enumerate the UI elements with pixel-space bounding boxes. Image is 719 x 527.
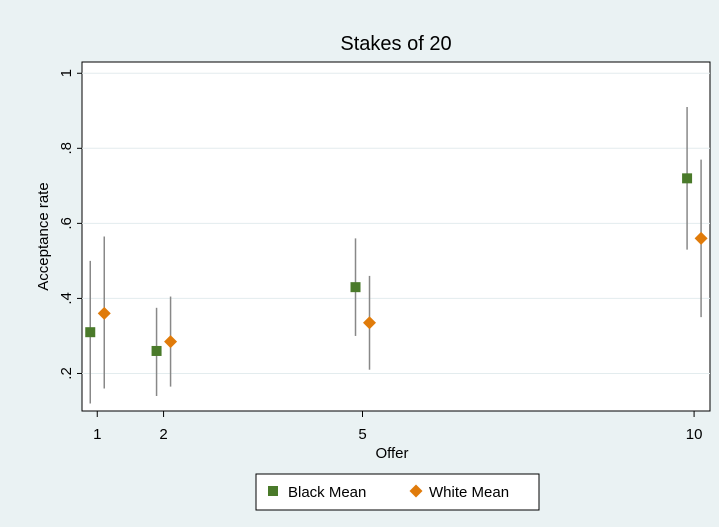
x-tick-label: 1 [93,426,101,443]
y-tick-label: .6 [58,217,75,230]
point-black-mean [350,282,361,293]
point-white-mean [164,335,178,349]
point-black-mean [682,173,693,184]
data-marks [85,107,708,404]
plot-area [81,61,711,412]
x-axis-label: Offer [375,445,408,462]
x-tick-label: 2 [159,426,167,443]
y-tick-label: 1 [58,69,75,77]
legend-marker-white-mean [409,484,423,498]
legend-marker-black-mean [268,486,278,496]
legend-box [255,473,540,511]
legend-label-white-mean: White Mean [429,484,509,501]
y-axis: .2 .4 .6 .8 1 [58,69,82,380]
x-tick-label: 10 [686,426,703,443]
point-black-mean [151,345,162,356]
point-white-mean [363,316,377,330]
point-white-mean [97,306,111,320]
y-tick-label: .2 [58,367,75,380]
y-axis-label: Acceptance rate [35,182,52,290]
point-black-mean [85,327,96,338]
x-axis: 1 2 5 10 [93,411,702,443]
y-tick-label: .8 [58,142,75,155]
chart-title: Stakes of 20 [340,33,451,55]
point-white-mean [694,231,708,245]
x-tick-label: 5 [358,426,366,443]
legend: Black Mean White Mean [255,473,540,511]
y-tick-label: .4 [58,292,75,305]
legend-label-black-mean: Black Mean [288,484,366,501]
gridlines [82,72,710,374]
